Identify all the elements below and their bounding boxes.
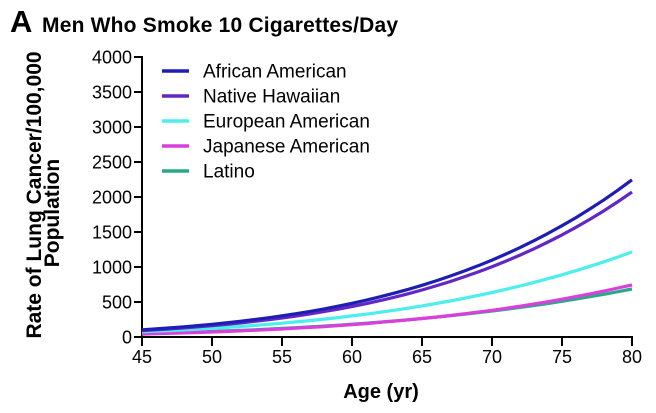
svg-text:55: 55	[272, 347, 292, 367]
svg-text:1500: 1500	[92, 223, 132, 243]
svg-text:70: 70	[482, 347, 502, 367]
svg-text:65: 65	[412, 347, 432, 367]
svg-text:Japanese American: Japanese American	[203, 137, 370, 158]
svg-text:45: 45	[132, 347, 152, 367]
svg-text:3500: 3500	[92, 83, 132, 103]
svg-text:Population: Population	[41, 159, 64, 268]
svg-text:3000: 3000	[92, 118, 132, 138]
svg-text:Age (yr): Age (yr)	[343, 381, 419, 403]
svg-text:Latino: Latino	[203, 162, 255, 183]
svg-text:African American: African American	[203, 62, 347, 83]
svg-text:500: 500	[102, 293, 132, 313]
svg-text:A: A	[10, 4, 32, 39]
svg-text:2500: 2500	[92, 153, 132, 173]
svg-text:4000: 4000	[92, 48, 132, 68]
svg-text:Rate of Lung Cancer/100,000: Rate of Lung Cancer/100,000	[23, 51, 46, 338]
svg-text:50: 50	[202, 347, 222, 367]
svg-text:0: 0	[122, 328, 132, 348]
svg-text:80: 80	[622, 347, 642, 367]
svg-text:European American: European American	[203, 112, 370, 133]
svg-text:Men Who Smoke 10 Cigarettes/Da: Men Who Smoke 10 Cigarettes/Day	[42, 14, 398, 37]
svg-text:Native Hawaiian: Native Hawaiian	[203, 87, 340, 108]
svg-text:60: 60	[342, 347, 362, 367]
svg-text:75: 75	[552, 347, 572, 367]
svg-text:1000: 1000	[92, 258, 132, 278]
svg-text:2000: 2000	[92, 188, 132, 208]
